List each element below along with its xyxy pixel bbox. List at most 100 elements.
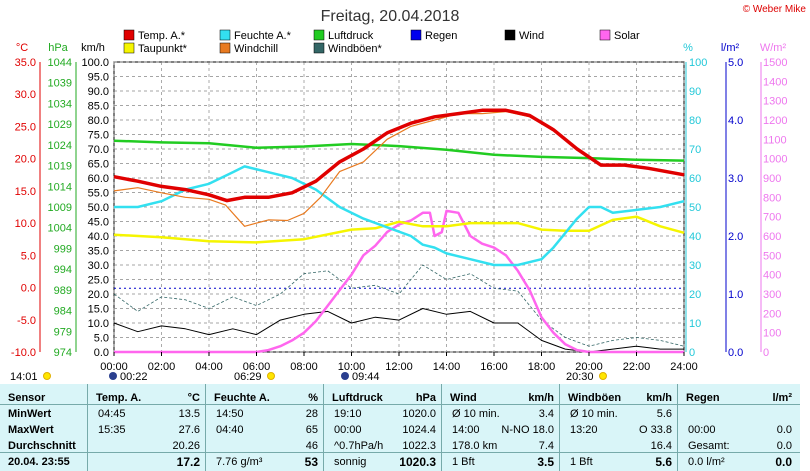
wind-max-time: 14:00 (452, 424, 480, 436)
y-tick-temp: -10.0 (11, 347, 36, 359)
hum-unit: % (308, 392, 318, 404)
row-label-min: MinWert (8, 408, 52, 420)
y-tick-hpa: 1014 (48, 181, 72, 193)
stats-rain-col: Regen l/m² 00:00 0.0 Gesamt: 0.0 0.0 l/m… (677, 384, 796, 471)
x-tick-label: 00:00 (100, 361, 128, 373)
rain-max-time: 00:00 (688, 424, 716, 436)
stats-wind-col: Wind km/h Ø 10 min. 3.4 14:00 N-NO 18.0 … (441, 384, 560, 471)
y-tick-kmh: 40.0 (88, 231, 109, 243)
y-tick-kmh: 15.0 (88, 304, 109, 316)
y-tick-pct: 40 (689, 231, 701, 243)
press-min-time: 19:10 (334, 408, 362, 420)
stats-hum-col: Feuchte A. % 14:50 28 04:40 65 46 7.76 g… (205, 384, 324, 471)
series-taupunkt-line (113, 215, 685, 244)
moon-icon (341, 372, 349, 380)
y-tick-wm2: 1500 (763, 57, 787, 69)
hum-abs: 7.76 g/m³ (216, 456, 263, 468)
y-tick-kmh: 10.0 (88, 318, 109, 330)
y-tick-hpa: 989 (54, 285, 72, 297)
rain-max: 0.0 (776, 424, 792, 436)
y-tick-kmh: 65.0 (88, 159, 109, 171)
legend-swatch (504, 29, 516, 41)
x-tick-label: 22:00 (623, 361, 651, 373)
y-tick-wm2: 100 (763, 328, 781, 340)
legend-label: Wind (519, 30, 544, 42)
y-tick-temp: -5.0 (17, 315, 36, 327)
y-tick-wm2: 400 (763, 270, 781, 282)
press-trend: ^0.7hPa/h (334, 440, 384, 452)
x-tick-label: 14:00 (433, 361, 461, 373)
stats-press-col: Luftdruck hPa 19:10 1020.0 00:00 1024.4 … (323, 384, 442, 471)
y-tick-temp: 5.0 (21, 250, 36, 262)
legend-label: Luftdruck (328, 30, 374, 42)
temp-min-time: 04:45 (98, 408, 126, 420)
event-time: 06:29 (234, 371, 262, 383)
y-tick-pct: 0 (689, 347, 695, 359)
hum-max: 65 (305, 424, 318, 436)
axis-header-hpa: hPa (48, 42, 68, 54)
axis-headers: °C hPa km/h% l/m² W/m² (16, 42, 787, 54)
y-tick-pct: 60 (689, 173, 701, 185)
gust-avg10: 5.6 (656, 408, 672, 420)
y-tick-temp: 20.0 (15, 154, 36, 166)
y-tick-lm2: 0.0 (728, 347, 743, 359)
series-feuchtea-line (114, 165, 685, 267)
rain-header: Regen (686, 392, 720, 404)
axis-header-lm2: l/m² (721, 42, 740, 54)
y-tick-kmh: 70.0 (88, 144, 109, 156)
y-tick-temp: 30.0 (15, 89, 36, 101)
wind-unit: km/h (528, 392, 554, 404)
y-tick-pct: 50 (689, 202, 701, 214)
x-tick-label: 20:00 (575, 361, 603, 373)
y-tick-wm2: 300 (763, 289, 781, 301)
sun-icon (267, 372, 275, 380)
x-axis: 00:00 02:00 04:00 06:00 08:00 10:00 12:00 14:00… (100, 352, 698, 373)
y-tick-kmh: 30.0 (88, 260, 109, 272)
y-tick-pct: 10 (689, 318, 701, 330)
x-tick-label: 10:00 (338, 361, 366, 373)
sun-moon-events: 14:01 00:22 06:29 09:44 20:30 (10, 371, 607, 383)
y-tick-kmh: 0.0 (94, 347, 109, 359)
x-tick-label: 12:00 (385, 361, 413, 373)
y-tick-kmh: 80.0 (88, 115, 109, 127)
axis-header-pct: % (683, 42, 693, 54)
y-tick-lm2: 5.0 (728, 57, 743, 69)
wind-run: 178.0 km (452, 440, 498, 452)
gust-now: 5.6 (655, 455, 672, 469)
y-tick-hpa: 1034 (48, 98, 72, 110)
rain-rate: 0.0 l/m² (688, 456, 725, 468)
press-unit: hPa (415, 392, 436, 404)
gust-max: O 33.8 (638, 424, 672, 436)
y-tick-lm2: 4.0 (728, 115, 743, 127)
gust-unit: km/h (646, 392, 672, 404)
sun-icon (599, 372, 607, 380)
y-tick-hpa: 984 (54, 306, 72, 318)
stats-temp-col: Temp. A. °C 04:45 13.5 15:35 27.6 20.26 … (87, 384, 206, 471)
press-max-time: 00:00 (334, 424, 362, 436)
legend-swatch (313, 42, 325, 54)
gust-max-time: 13:20 (570, 424, 598, 436)
press-max: 1024.4 (402, 424, 436, 436)
y-tick-wm2: 0 (763, 347, 769, 359)
temp-header: Temp. A. (96, 392, 142, 404)
gust-bft: 1 Bft (570, 456, 593, 468)
temp-max-time: 15:35 (98, 424, 126, 436)
wind-avg: 7.4 (538, 440, 554, 452)
grid (113, 61, 685, 353)
y-tick-wm2: 1400 (763, 76, 787, 88)
series-group (113, 108, 685, 354)
x-tick-label: 06:00 (243, 361, 271, 373)
stats-sensor-col: Sensor MinWert MaxWert Durchschnitt 20.0… (0, 384, 87, 471)
temp-max: 27.6 (178, 424, 200, 436)
y-tick-wm2: 200 (763, 308, 781, 320)
legend-swatch (410, 29, 422, 41)
y-tick-kmh: 25.0 (88, 275, 109, 287)
event-time: 20:30 (566, 371, 594, 383)
event-time: 00:22 (120, 371, 148, 383)
legend-swatch (313, 29, 325, 41)
y-tick-lm2: 2.0 (728, 231, 743, 243)
row-label-max: MaxWert (8, 424, 54, 436)
legend-swatch (219, 42, 231, 54)
y-tick-wm2: 1100 (763, 134, 787, 146)
legend: Temp. A.* Feuchte A.* Luftdruck Regen Wind So… (123, 29, 640, 55)
